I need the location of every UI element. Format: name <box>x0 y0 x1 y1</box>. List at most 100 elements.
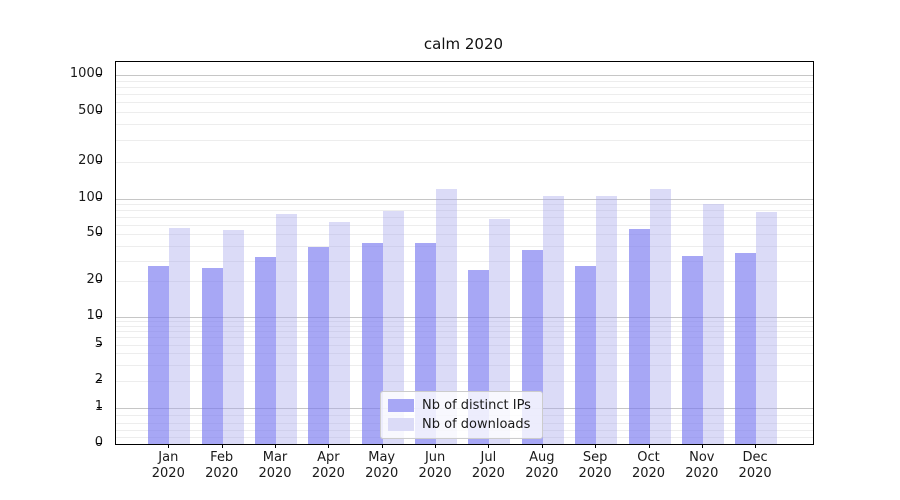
x-tick-label-nov: Nov 2020 <box>685 450 719 481</box>
y-tick-label-0: 0 <box>43 436 103 450</box>
gridline-minor <box>116 224 813 226</box>
x-tick-mark <box>541 444 543 448</box>
bar-distinct-ips-mar <box>255 257 276 444</box>
gridline-minor <box>116 204 813 206</box>
x-tick-label-dec: Dec 2020 <box>738 450 772 481</box>
gridline-minor <box>116 217 813 218</box>
y-tick-label-20: 20 <box>86 272 103 288</box>
y-tick-label-100: 100 <box>78 189 103 205</box>
legend-swatch-downloads <box>388 418 414 431</box>
bar-distinct-ips-nov <box>681 255 703 444</box>
x-tick-mark <box>328 444 330 448</box>
gridline-minor <box>116 325 813 327</box>
y-tick-mark <box>97 316 102 317</box>
bar-distinct-ips-sep <box>575 266 597 444</box>
gridline-minor <box>116 124 813 126</box>
gridline-minor <box>116 102 813 104</box>
gridline-major <box>116 75 813 76</box>
legend-item-downloads: Nb of downloads <box>388 415 534 434</box>
gridline-minor <box>116 281 813 283</box>
plot-area <box>115 61 814 445</box>
y-tick-label-10: 10 <box>86 308 103 323</box>
legend-item-distinct-ips: Nb of distinct IPs <box>388 396 534 415</box>
bar-distinct-ips-jan <box>148 266 170 444</box>
x-tick-mark <box>381 444 383 448</box>
y-tick-label-1000: 1000 <box>69 66 103 81</box>
gridline-minor <box>116 87 813 88</box>
bar-distinct-ips-may <box>361 243 383 444</box>
x-tick-label-oct: Oct 2020 <box>631 450 666 481</box>
gridline-minor <box>116 260 813 262</box>
x-tick-mark <box>648 444 650 448</box>
y-tick-label-500: 500 <box>78 103 103 119</box>
y-tick-label-1: 1 <box>43 400 103 414</box>
x-tick-mark <box>595 444 597 448</box>
y-tick-mark <box>97 197 102 199</box>
x-tick-label-jul: Jul 2020 <box>471 450 505 481</box>
gridline-minor <box>116 344 813 346</box>
x-tick-mark <box>435 444 437 448</box>
y-tick-mark <box>97 160 102 162</box>
y-tick-mark <box>97 111 102 113</box>
y-tick-label-5: 5 <box>43 336 103 351</box>
y-tick-mark <box>97 379 102 381</box>
gridline-major <box>116 317 813 318</box>
gridline-minor <box>116 210 813 212</box>
y-tick-mark <box>97 280 102 282</box>
legend-swatch-distinct-ips <box>388 399 414 412</box>
gridline-minor <box>116 364 813 366</box>
gridline-minor <box>116 112 813 114</box>
x-tick-label-jun: Jun 2020 <box>418 450 452 481</box>
x-tick-label-may: May 2020 <box>365 450 399 481</box>
legend-label-downloads: Nb of downloads <box>422 417 531 432</box>
y-tick-mark <box>97 343 102 345</box>
bar-downloads-jan <box>169 227 191 444</box>
bar-downloads-nov <box>702 203 724 444</box>
legend: Nb of distinct IPs Nb of downloads <box>380 391 543 439</box>
bar-downloads-aug <box>542 196 564 444</box>
bar-downloads-jul <box>489 219 511 444</box>
bar-downloads-dec <box>756 211 778 444</box>
chart-title: calm 2020 <box>423 35 504 53</box>
x-tick-mark <box>755 444 757 448</box>
bar-downloads-feb <box>222 230 244 444</box>
gridline-minor <box>116 161 813 163</box>
y-tick-mark <box>97 233 102 235</box>
x-tick-label-mar: Mar 2020 <box>258 450 292 481</box>
gridline-minor <box>116 353 813 355</box>
x-tick-label-jan: Jan 2020 <box>151 450 185 481</box>
x-tick-label-feb: Feb 2020 <box>205 450 239 481</box>
bar-distinct-ips-apr <box>308 247 330 444</box>
bar-downloads-mar <box>276 213 297 444</box>
bar-downloads-may <box>382 210 404 444</box>
x-tick-mark <box>275 444 276 448</box>
x-tick-mark <box>221 444 223 448</box>
bar-downloads-jun <box>436 189 458 444</box>
gridline-minor <box>116 380 813 382</box>
y-tick-mark <box>97 74 102 75</box>
gridline-minor <box>116 139 813 141</box>
y-tick-label-200: 200 <box>78 152 103 168</box>
gridline-minor <box>116 245 813 247</box>
gridline-minor <box>116 234 813 236</box>
y-tick-mark <box>97 443 102 444</box>
legend-label-distinct-ips: Nb of distinct IPs <box>422 398 531 413</box>
x-tick-mark <box>168 444 170 448</box>
bar-downloads-apr <box>329 222 351 444</box>
bar-downloads-sep <box>596 195 618 444</box>
gridline-major <box>116 198 813 200</box>
gridline-minor <box>116 331 813 333</box>
y-tick-label-50: 50 <box>86 225 103 241</box>
bar-distinct-ips-dec <box>735 252 757 444</box>
x-tick-mark <box>488 444 490 448</box>
gridline-minor <box>116 321 813 323</box>
x-tick-mark <box>701 444 703 448</box>
y-tick-label-2: 2 <box>43 372 103 387</box>
x-tick-label-aug: Aug 2020 <box>525 450 559 481</box>
bar-distinct-ips-feb <box>201 267 223 444</box>
gridline-minor <box>116 80 813 82</box>
bar-downloads-oct <box>649 188 671 444</box>
y-tick-mark <box>97 407 102 409</box>
x-tick-label-sep: Sep 2020 <box>578 450 612 481</box>
